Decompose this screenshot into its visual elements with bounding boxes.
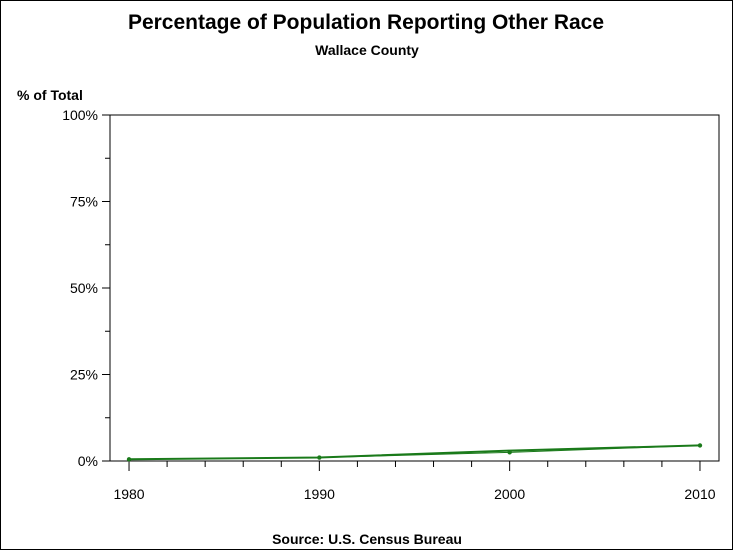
x-tick-label: 2000 [494,486,525,502]
y-axis-label: % of Total [17,87,83,103]
source-note: Source: U.S. Census Bureau [272,531,462,547]
trend-line [129,444,700,461]
x-tick-label: 1980 [113,486,144,502]
y-tick-label: 0% [78,453,98,469]
chart-title: Percentage of Population Reporting Other… [128,11,604,34]
x-tick-label: 1990 [304,486,335,502]
y-tick-label: 75% [70,194,98,210]
y-tick-label: 50% [70,280,98,296]
x-tick-label: 2010 [684,486,715,502]
plot-area [109,114,720,462]
chart-subtitle: Wallace County [315,42,419,58]
y-tick-label: 100% [62,107,98,123]
y-tick-label: 25% [70,367,98,383]
